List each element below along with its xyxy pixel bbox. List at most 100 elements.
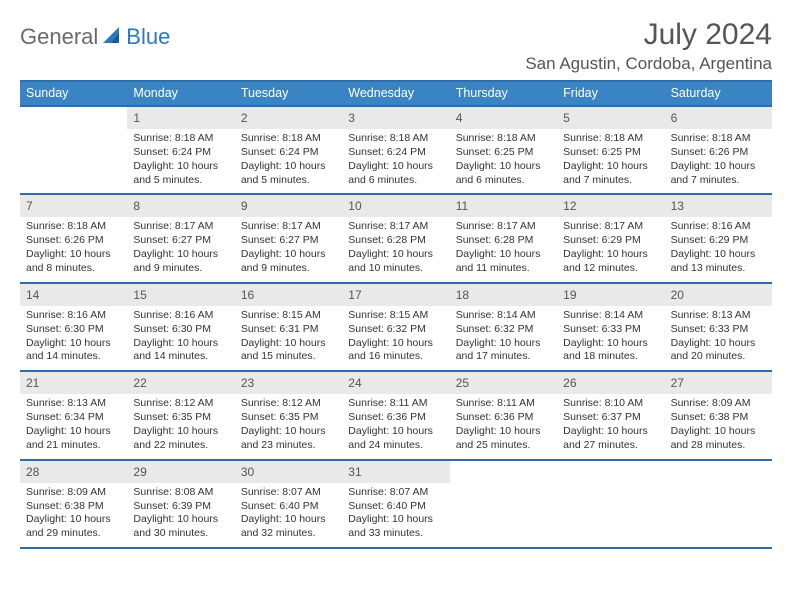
day-headers-row: Sunday Monday Tuesday Wednesday Thursday… [20, 80, 772, 107]
sunrise-text: Sunrise: 8:18 AM [241, 132, 336, 146]
day-number: 28 [26, 465, 39, 479]
dl1-text: Daylight: 10 hours [241, 425, 336, 439]
sunrise-text: Sunrise: 8:16 AM [671, 220, 766, 234]
sunrise-text: Sunrise: 8:07 AM [241, 486, 336, 500]
day-number: 29 [133, 465, 146, 479]
day-number-bar: 7 [20, 195, 127, 217]
sunrise-text: Sunrise: 8:17 AM [563, 220, 658, 234]
day-number-bar: 2 [235, 107, 342, 129]
day-number-bar: 12 [557, 195, 664, 217]
sunset-text: Sunset: 6:33 PM [563, 323, 658, 337]
dl1-text: Daylight: 10 hours [241, 513, 336, 527]
sunrise-text: Sunrise: 8:17 AM [241, 220, 336, 234]
dl1-text: Daylight: 10 hours [563, 425, 658, 439]
dl2-text: and 7 minutes. [671, 174, 766, 188]
dl2-text: and 18 minutes. [563, 350, 658, 364]
dl1-text: Daylight: 10 hours [456, 160, 551, 174]
dl2-text: and 5 minutes. [241, 174, 336, 188]
calendar-cell: 30 Sunrise: 8:07 AMSunset: 6:40 PMDayligh… [235, 461, 342, 547]
dl2-text: and 12 minutes. [563, 262, 658, 276]
day-number-bar: 18 [450, 284, 557, 306]
location-text: San Agustin, Cordoba, Argentina [525, 54, 772, 74]
day-number-bar: 24 [342, 372, 449, 394]
sunrise-text: Sunrise: 8:18 AM [133, 132, 228, 146]
day-number-bar: 5 [557, 107, 664, 129]
sunset-text: Sunset: 6:25 PM [563, 146, 658, 160]
dl2-text: and 22 minutes. [133, 439, 228, 453]
day-header: Monday [127, 82, 234, 105]
day-number: 1 [133, 111, 140, 125]
sunrise-text: Sunrise: 8:11 AM [456, 397, 551, 411]
dl2-text: and 17 minutes. [456, 350, 551, 364]
dl2-text: and 14 minutes. [133, 350, 228, 364]
sunset-text: Sunset: 6:40 PM [348, 500, 443, 514]
day-number-bar: 14 [20, 284, 127, 306]
sunrise-text: Sunrise: 8:16 AM [133, 309, 228, 323]
day-number: 21 [26, 376, 39, 390]
day-number-bar: 10 [342, 195, 449, 217]
day-number-bar: 30 [235, 461, 342, 483]
dl1-text: Daylight: 10 hours [671, 248, 766, 262]
week-row: 21Sunrise: 8:13 AMSunset: 6:34 PMDayligh… [20, 372, 772, 460]
sunrise-text: Sunrise: 8:14 AM [563, 309, 658, 323]
calendar-cell: 25Sunrise: 8:11 AMSunset: 6:36 PMDayligh… [450, 372, 557, 458]
calendar-cell: 20Sunrise: 8:13 AMSunset: 6:33 PMDayligh… [665, 284, 772, 370]
sunrise-text: Sunrise: 8:12 AM [241, 397, 336, 411]
day-number-bar: 25 [450, 372, 557, 394]
day-header: Saturday [665, 82, 772, 105]
calendar-cell: 14Sunrise: 8:16 AMSunset: 6:30 PMDayligh… [20, 284, 127, 370]
week-row: 14Sunrise: 8:16 AMSunset: 6:30 PMDayligh… [20, 284, 772, 372]
sunset-text: Sunset: 6:28 PM [456, 234, 551, 248]
day-number-bar: 1 [127, 107, 234, 129]
dl2-text: and 7 minutes. [563, 174, 658, 188]
day-number-bar: 29 [127, 461, 234, 483]
sunset-text: Sunset: 6:25 PM [456, 146, 551, 160]
day-number-bar: 26 [557, 372, 664, 394]
sunset-text: Sunset: 6:32 PM [348, 323, 443, 337]
dl1-text: Daylight: 10 hours [133, 160, 228, 174]
day-number: 6 [671, 111, 678, 125]
sunset-text: Sunset: 6:32 PM [456, 323, 551, 337]
day-number: 5 [563, 111, 570, 125]
sunset-text: Sunset: 6:40 PM [241, 500, 336, 514]
sunrise-text: Sunrise: 8:13 AM [26, 397, 121, 411]
dl1-text: Daylight: 10 hours [456, 425, 551, 439]
day-header: Tuesday [235, 82, 342, 105]
brand-text-blue: Blue [126, 24, 170, 50]
day-number-bar: 13 [665, 195, 772, 217]
dl1-text: Daylight: 10 hours [671, 337, 766, 351]
day-number: 26 [563, 376, 576, 390]
sunset-text: Sunset: 6:35 PM [241, 411, 336, 425]
day-number-bar: 21 [20, 372, 127, 394]
sunset-text: Sunset: 6:26 PM [26, 234, 121, 248]
dl2-text: and 15 minutes. [241, 350, 336, 364]
dl2-text: and 14 minutes. [26, 350, 121, 364]
sunrise-text: Sunrise: 8:09 AM [26, 486, 121, 500]
day-number: 14 [26, 288, 39, 302]
day-number: 27 [671, 376, 684, 390]
dl2-text: and 6 minutes. [348, 174, 443, 188]
dl2-text: and 21 minutes. [26, 439, 121, 453]
day-number: 13 [671, 199, 684, 213]
sunset-text: Sunset: 6:36 PM [348, 411, 443, 425]
day-number: 7 [26, 199, 33, 213]
dl1-text: Daylight: 10 hours [348, 513, 443, 527]
sunrise-text: Sunrise: 8:16 AM [26, 309, 121, 323]
dl1-text: Daylight: 10 hours [241, 160, 336, 174]
sunset-text: Sunset: 6:38 PM [671, 411, 766, 425]
calendar-cell: 4Sunrise: 8:18 AMSunset: 6:25 PMDaylight… [450, 107, 557, 193]
sunset-text: Sunset: 6:24 PM [241, 146, 336, 160]
dl2-text: and 25 minutes. [456, 439, 551, 453]
sunrise-text: Sunrise: 8:07 AM [348, 486, 443, 500]
calendar-cell: 5Sunrise: 8:18 AMSunset: 6:25 PMDaylight… [557, 107, 664, 193]
weeks-container: 1Sunrise: 8:18 AMSunset: 6:24 PMDaylight… [20, 107, 772, 549]
sunrise-text: Sunrise: 8:10 AM [563, 397, 658, 411]
sunset-text: Sunset: 6:30 PM [133, 323, 228, 337]
title-block: July 2024 San Agustin, Cordoba, Argentin… [525, 18, 772, 74]
dl2-text: and 5 minutes. [133, 174, 228, 188]
calendar-cell: 18Sunrise: 8:14 AMSunset: 6:32 PMDayligh… [450, 284, 557, 370]
day-number: 9 [241, 199, 248, 213]
dl2-text: and 16 minutes. [348, 350, 443, 364]
calendar-cell [557, 461, 664, 547]
calendar-cell: 29Sunrise: 8:08 AMSunset: 6:39 PMDayligh… [127, 461, 234, 547]
